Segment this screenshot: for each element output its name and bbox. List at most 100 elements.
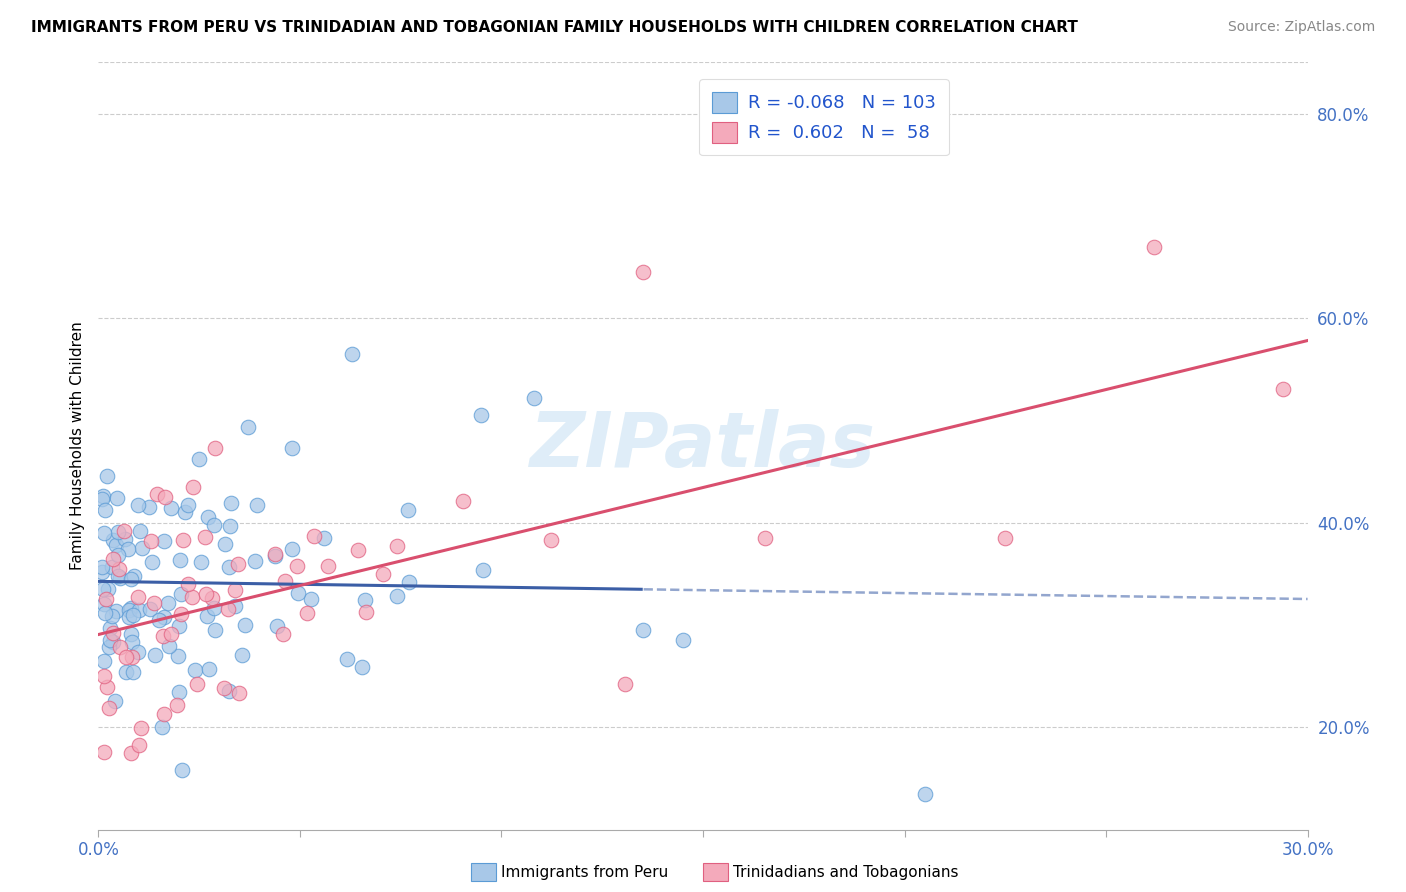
Point [98, 640, 121, 655]
Point [243, 554, 266, 568]
Point [613, 677, 636, 691]
Point [103, 635, 125, 649]
Point [672, 633, 695, 648]
Point [1143, 239, 1166, 253]
Point [160, 501, 183, 516]
Point [120, 572, 142, 586]
Point [194, 530, 217, 544]
Point [153, 707, 176, 722]
Point [202, 601, 225, 615]
Point [264, 547, 287, 561]
Point [470, 409, 492, 423]
Point [523, 391, 546, 405]
Point [195, 608, 218, 623]
Point [93, 745, 115, 759]
Point [352, 660, 374, 674]
Point [299, 592, 322, 607]
Point [131, 541, 153, 555]
Point [93, 597, 115, 611]
Point [108, 572, 131, 586]
Point [281, 542, 304, 557]
Point [129, 524, 152, 538]
Point [218, 560, 240, 574]
Point [188, 452, 211, 467]
Point [122, 568, 145, 582]
Point [197, 510, 219, 524]
Point [121, 635, 143, 649]
Point [107, 569, 129, 583]
Text: IMMIGRANTS FROM PERU VS TRINIDADIAN AND TOBAGONIAN FAMILY HOUSEHOLDS WITH CHILDR: IMMIGRANTS FROM PERU VS TRINIDADIAN AND … [31, 20, 1078, 35]
Point [398, 575, 420, 590]
Point [115, 649, 138, 664]
Point [127, 645, 149, 659]
Point [233, 617, 256, 632]
Point [214, 537, 236, 551]
Point [754, 531, 776, 545]
Point [143, 596, 166, 610]
Point [160, 627, 183, 641]
Point [451, 493, 474, 508]
Point [169, 552, 191, 566]
Point [112, 524, 135, 538]
Point [218, 518, 240, 533]
Point [103, 533, 125, 548]
Point [153, 609, 176, 624]
Point [198, 662, 221, 676]
Point [122, 665, 145, 679]
Point [114, 533, 136, 547]
Point [371, 566, 394, 581]
Point [157, 639, 180, 653]
Point [98, 621, 121, 635]
Point [181, 590, 204, 604]
Point [139, 601, 162, 615]
Point [342, 347, 364, 361]
Point [120, 627, 142, 641]
Point [186, 677, 208, 691]
Point [91, 559, 114, 574]
Point [143, 648, 166, 663]
Point [139, 534, 162, 549]
Point [128, 603, 150, 617]
Y-axis label: Family Households with Children: Family Households with Children [69, 322, 84, 570]
Point [105, 603, 128, 617]
Point [266, 618, 288, 632]
Point [181, 480, 204, 494]
Point [224, 583, 246, 598]
Point [540, 533, 562, 547]
Point [127, 498, 149, 512]
Point [105, 538, 128, 552]
Point [129, 721, 152, 735]
Point [177, 498, 200, 512]
Point [96, 680, 118, 694]
Point [914, 787, 936, 801]
Point [184, 663, 207, 677]
Point [238, 420, 260, 434]
Point [354, 593, 377, 607]
Point [346, 542, 368, 557]
Point [170, 587, 193, 601]
Text: Source: ZipAtlas.com: Source: ZipAtlas.com [1227, 20, 1375, 34]
Point [96, 582, 118, 597]
Point [336, 652, 359, 666]
Point [174, 505, 197, 519]
Point [212, 681, 235, 696]
Point [631, 265, 654, 279]
Point [101, 608, 124, 623]
Point [387, 589, 409, 603]
Point [231, 648, 253, 662]
Legend: R = -0.068   N = 103, R =  0.602   N =  58: R = -0.068 N = 103, R = 0.602 N = 58 [699, 79, 949, 155]
Point [117, 542, 139, 557]
Point [120, 746, 142, 760]
Point [316, 559, 339, 574]
Point [93, 669, 115, 683]
Text: Trinidadians and Tobagonians: Trinidadians and Tobagonians [733, 865, 957, 880]
Point [297, 606, 319, 620]
Point [190, 555, 212, 569]
Point [118, 610, 141, 624]
Point [120, 600, 142, 615]
Point [141, 555, 163, 569]
Point [138, 500, 160, 514]
Point [91, 489, 114, 503]
Point [121, 650, 143, 665]
Point [385, 540, 408, 554]
